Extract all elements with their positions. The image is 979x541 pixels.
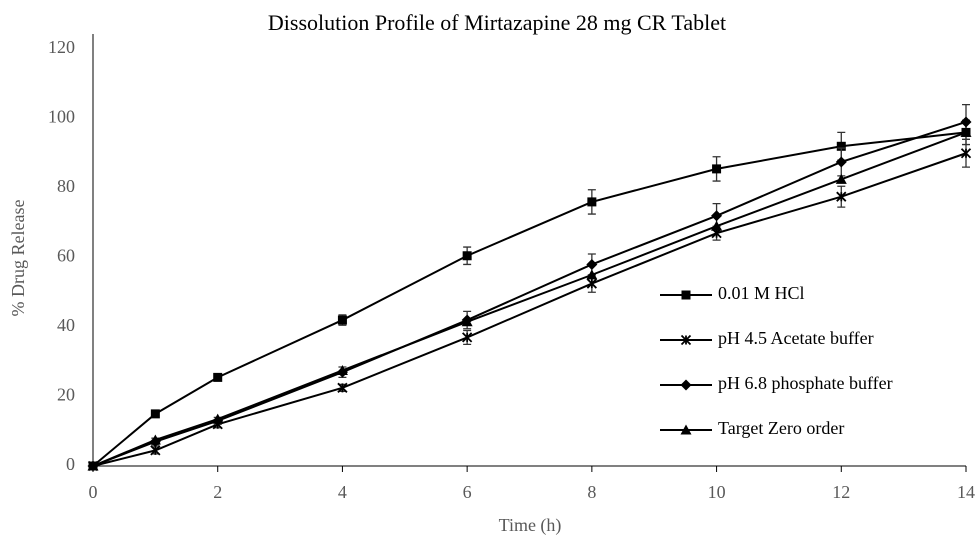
marker xyxy=(586,269,598,280)
x-tick-label: 12 xyxy=(832,482,850,502)
marker xyxy=(960,116,972,128)
y-tick-label: 80 xyxy=(57,176,75,196)
chart-title: Dissolution Profile of Mirtazapine 28 mg… xyxy=(268,10,726,35)
marker xyxy=(835,156,847,168)
legend-marker xyxy=(680,424,692,435)
marker xyxy=(150,409,160,419)
series-line xyxy=(92,121,967,467)
marker xyxy=(87,460,99,471)
legend-label: 0.01 M HCl xyxy=(718,283,805,303)
series-line xyxy=(92,131,967,467)
legend-label: pH 4.5 Acetate buffer xyxy=(718,328,874,348)
marker xyxy=(336,364,348,375)
y-tick-label: 40 xyxy=(57,315,75,335)
y-tick-label: 120 xyxy=(48,37,75,57)
marker xyxy=(337,382,348,393)
marker xyxy=(149,434,161,445)
marker xyxy=(711,220,723,231)
marker xyxy=(960,148,972,159)
legend-marker xyxy=(681,290,691,300)
marker xyxy=(835,173,847,184)
marker xyxy=(212,413,224,424)
x-tick-label: 4 xyxy=(338,482,347,502)
marker xyxy=(586,258,598,270)
marker xyxy=(587,197,597,207)
y-tick-label: 20 xyxy=(57,385,75,405)
x-tick-label: 0 xyxy=(89,482,98,502)
y-tick-label: 0 xyxy=(66,454,75,474)
marker xyxy=(836,191,847,202)
marker xyxy=(960,126,972,137)
marker xyxy=(836,141,846,151)
marker xyxy=(461,316,473,327)
x-tick-label: 8 xyxy=(587,482,596,502)
marker xyxy=(337,315,347,325)
legend-label: Target Zero order xyxy=(718,418,844,438)
marker xyxy=(462,332,473,343)
marker xyxy=(586,278,597,289)
x-tick-label: 2 xyxy=(213,482,222,502)
y-axis-label: % Drug Release xyxy=(8,200,28,317)
y-tick-label: 60 xyxy=(57,246,75,266)
marker xyxy=(711,210,723,222)
legend-marker xyxy=(680,379,692,391)
legend-label: pH 6.8 phosphate buffer xyxy=(718,373,893,393)
marker xyxy=(150,445,161,456)
marker xyxy=(462,251,472,261)
y-tick-label: 100 xyxy=(48,107,75,127)
x-tick-label: 14 xyxy=(957,482,975,502)
legend-marker xyxy=(680,334,692,346)
marker xyxy=(712,164,722,174)
x-axis-label: Time (h) xyxy=(499,515,562,536)
marker xyxy=(213,372,223,382)
x-tick-label: 10 xyxy=(708,482,726,502)
x-tick-label: 6 xyxy=(463,482,472,502)
